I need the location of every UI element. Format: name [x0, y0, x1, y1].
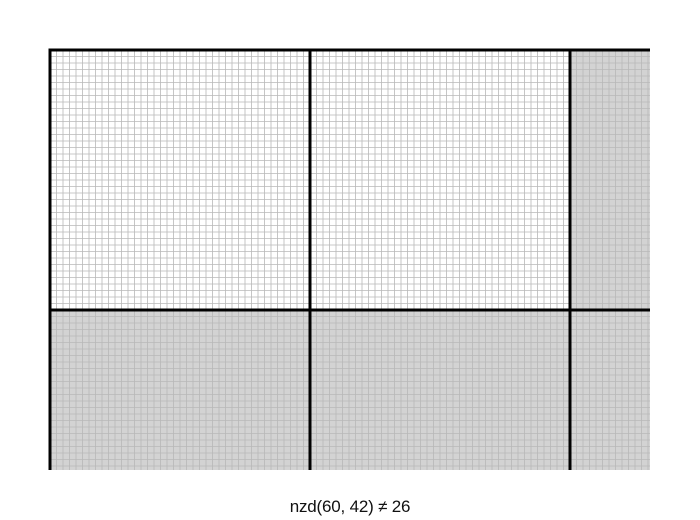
- caption: nzd(60, 42) ≠ 26: [289, 497, 411, 516]
- shaded-regions: [50, 50, 650, 470]
- shaded-bottom-band: [50, 310, 650, 470]
- block-lines: [48, 48, 650, 470]
- fine-grid: [49, 49, 650, 470]
- grid-diagram: [48, 48, 650, 470]
